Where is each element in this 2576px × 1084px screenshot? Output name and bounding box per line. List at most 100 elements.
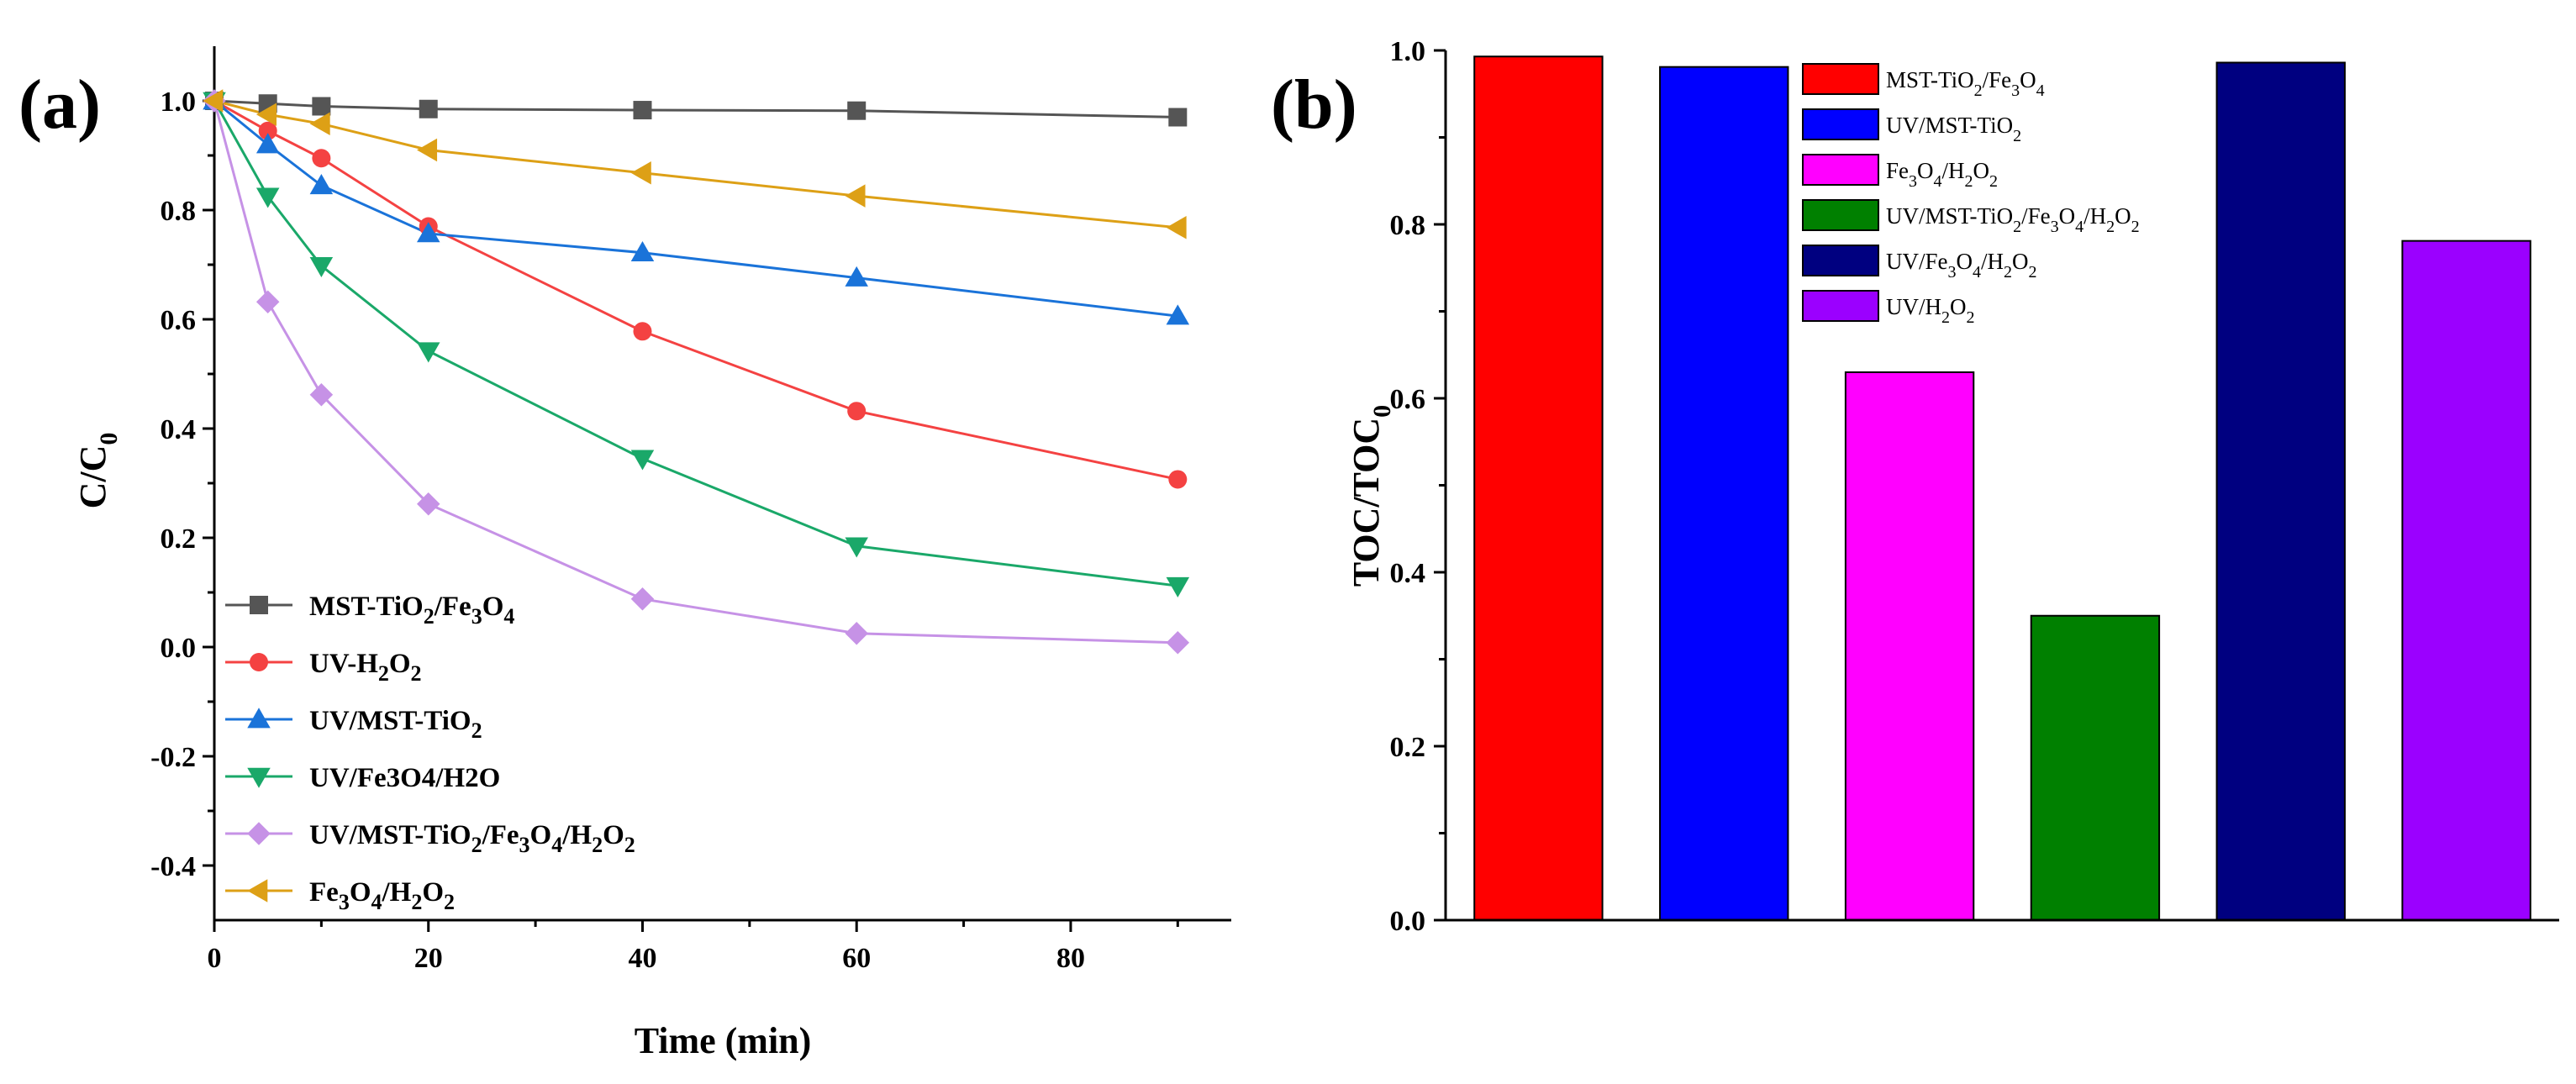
panel-a-data-point	[630, 240, 655, 262]
panel-a-data-point	[630, 450, 655, 471]
panel-b-legend-label: UV/H2O2	[1886, 294, 1975, 327]
label-part: MST-TiO	[1886, 67, 1974, 92]
panel-a-legend-label: MST-TiO2/Fe3O4	[309, 592, 514, 629]
panel-a-data-point	[255, 187, 280, 208]
panel-a-legend-marker	[247, 767, 271, 788]
subscript: 2	[411, 890, 422, 914]
panel-b-axes: 0.0 0.2 0.4 0.6 0.8 1.0	[1390, 36, 2559, 937]
panel-a-y-axis-title: C/C0	[72, 433, 123, 509]
subscript: 2	[1974, 82, 1983, 100]
panel-a-data-point	[845, 537, 868, 558]
label-part: UV/Fe3O4/H2O	[309, 763, 500, 793]
panel-a-data-point	[845, 266, 868, 287]
subscript: 4	[2075, 218, 2083, 236]
panel-b-legend-swatch	[1802, 290, 1879, 322]
panel-b-legend-swatch	[1802, 108, 1879, 140]
subscript: 2	[624, 833, 635, 857]
panel-a-data-point	[847, 101, 867, 120]
panel-a-x-axis-title: Time (min)	[635, 1020, 812, 1061]
label-part: UV/H	[1886, 294, 1941, 319]
panel-a-data-point	[1166, 576, 1190, 597]
panel-a-legend-label: UV/MST-TiO2/Fe3O4/H2O2	[309, 820, 635, 857]
panel-a-series-line	[213, 99, 1178, 481]
label-part: /H	[1981, 249, 2004, 274]
panel-a-legend-marker	[250, 596, 268, 614]
panel-a-data-point	[633, 101, 652, 120]
panel-a-label: (a)	[18, 66, 101, 144]
panel-a-series-line	[213, 100, 1178, 587]
panel-b-legend-label: MST-TiO2/Fe3O4	[1886, 67, 2045, 100]
subscript: 3	[339, 890, 350, 914]
subscript: 2	[2131, 218, 2140, 236]
label-part: O	[422, 877, 444, 908]
panel-b-bar-chart: (b) 0.00.20.40.60.81.0 MST-TiO2/Fe3O4UV/…	[1271, 36, 2559, 937]
label-part: /Fe	[434, 592, 471, 622]
label-part: /H	[1942, 158, 1965, 183]
subscript: 3	[519, 833, 530, 857]
panel-a-x-tick-label: 20	[414, 943, 443, 974]
panel-a-data-point	[416, 492, 440, 516]
panel-a-y-axis-title-main: C/C	[72, 445, 113, 509]
label-part: O	[1917, 158, 1934, 183]
panel-a-data-point	[847, 402, 867, 421]
panel-b-bar	[2030, 614, 2161, 921]
panel-a-data-point	[416, 342, 440, 363]
panel-a-legend-label: UV-H2O2	[309, 649, 422, 686]
panel-a-data-point	[255, 290, 280, 313]
subscript: 4	[551, 833, 562, 857]
panel-b-bar	[2215, 61, 2346, 922]
panel-a-data-point	[1166, 216, 1187, 239]
panel-b-y-axis-title-sub: 0	[1368, 405, 1396, 418]
label-part: Fe	[1886, 158, 1909, 183]
panel-a-data-point	[416, 138, 438, 162]
panel-a-series-line	[213, 99, 1178, 118]
panel-a-y-tick-label: 0.0	[161, 633, 197, 664]
panel-b-y-tick-label: 0.6	[1390, 384, 1426, 415]
label-part: O	[2059, 203, 2076, 229]
subscript: 2	[1989, 172, 1998, 191]
panel-a-y-tick-label: 0.6	[161, 305, 197, 336]
label-part: O	[1950, 294, 1967, 319]
panel-a-data-point	[309, 256, 334, 278]
panel-b-y-tick-label: 0.8	[1390, 210, 1426, 241]
subscript: 2	[411, 661, 422, 686]
panel-a-y-axis-title-sub: 0	[95, 433, 123, 445]
label-part: O	[2020, 67, 2036, 92]
panel-a-legend-marker	[250, 653, 268, 671]
panel-a-x-tick-label: 60	[842, 943, 871, 974]
label-part: MST-TiO	[309, 592, 424, 622]
panel-a-data-point	[312, 149, 331, 168]
panel-b-legend-swatch	[1802, 245, 1879, 276]
label-part: O	[350, 877, 371, 908]
subscript: 3	[1909, 172, 1917, 191]
subscript: 2	[1967, 308, 1975, 327]
subscript: 2	[2013, 218, 2021, 236]
label-part: /Fe	[482, 820, 519, 850]
subscript: 2	[471, 833, 482, 857]
panel-b-bar	[1844, 371, 1975, 921]
panel-a-data-point	[309, 112, 330, 136]
panel-b-y-tick-label: 0.4	[1390, 558, 1426, 589]
panel-a-data-point	[1168, 108, 1188, 127]
label-part: O	[2012, 249, 2029, 274]
panel-a-legend-label: UV/MST-TiO2	[309, 706, 482, 743]
panel-b-legend-label: UV/MST-TiO2	[1886, 113, 2021, 145]
panel-b-legend-swatch	[1802, 63, 1879, 95]
panel-b-legend-swatch	[1802, 199, 1879, 231]
subscript: 2	[378, 661, 389, 686]
panel-a-data-point	[312, 97, 331, 116]
subscript: 2	[471, 718, 482, 743]
label-part: O	[603, 820, 624, 850]
panel-a-data-point	[255, 103, 277, 126]
panel-a-legend-label: UV/Fe3O4/H2O	[309, 763, 500, 793]
panel-b-legend-label: Fe3O4/H2O2	[1886, 158, 1998, 191]
subscript: 3	[2011, 82, 2020, 100]
panel-a-axes: -0.4 -0.2 0.0 0.2 0.4 0.6 0.8 1.0 0 20 40 60 80	[150, 46, 1231, 974]
label-part: UV/MST-TiO	[309, 706, 471, 736]
subscript: 2	[1941, 308, 1950, 327]
label-part: O	[2115, 203, 2131, 229]
subscript: 2	[2004, 263, 2012, 282]
panel-b-y-tick-label: 0.2	[1390, 732, 1426, 763]
label-part: UV/MST-TiO	[309, 820, 471, 850]
panel-a-data-point	[258, 121, 277, 140]
